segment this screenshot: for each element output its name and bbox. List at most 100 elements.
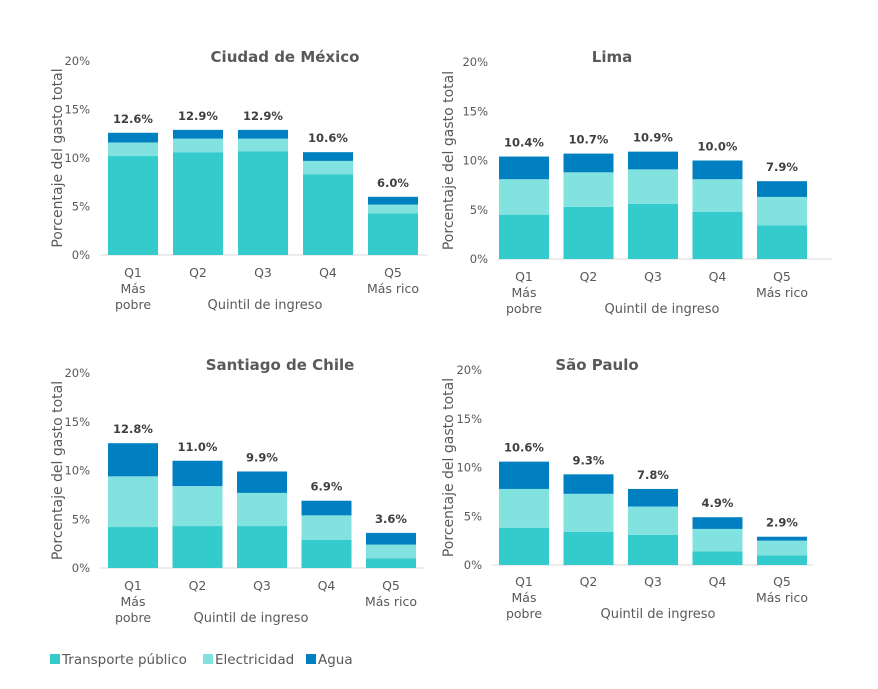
bar-total-label: 10.0%	[698, 140, 738, 154]
x-axis-label: Quintil de ingreso	[600, 607, 715, 622]
bar-segment-electricidad	[238, 138, 288, 152]
bar-segment-electricidad	[757, 196, 807, 226]
bar-segment-electricidad	[303, 160, 353, 175]
y-tick-label: 0%	[470, 252, 488, 266]
panel-3: São Paulo 0% 5% 10% 15% 20%Porcentaje del gas…	[441, 356, 813, 622]
x-tick-label: Q2	[189, 578, 207, 593]
bar-segment-electricidad	[628, 506, 678, 535]
x-tick-label: Q4	[709, 269, 727, 284]
y-tick-label: 5%	[72, 512, 90, 526]
bar-segment-agua	[368, 196, 418, 205]
y-tick-label: 15%	[456, 412, 482, 426]
x-tick-label: pobre	[506, 301, 542, 316]
legend-swatch-transporte	[50, 654, 60, 664]
x-tick-label: Más rico	[367, 281, 419, 296]
x-tick-label: Q4	[319, 265, 337, 280]
x-tick-label: Q3	[644, 269, 662, 284]
x-tick-label: Q5	[384, 265, 402, 280]
x-tick-label: Q1	[124, 578, 142, 593]
x-tick-label: Q5	[773, 269, 791, 284]
x-tick-label: Más	[512, 590, 537, 605]
bar-total-label: 3.6%	[375, 512, 407, 526]
panel-title: Ciudad de México	[211, 48, 360, 66]
bar-segment-electricidad	[108, 142, 158, 157]
x-tick-label: pobre	[115, 610, 151, 625]
bar-segment-electricidad	[692, 179, 743, 212]
y-tick-label: 20%	[462, 55, 488, 69]
bar-segment-transporte-público	[172, 526, 223, 568]
bar-segment-electricidad	[499, 179, 549, 215]
y-tick-label: 10%	[456, 461, 482, 475]
x-tick-label: Q2	[189, 265, 207, 280]
panel-title: Lima	[592, 48, 632, 66]
bar-segment-transporte-público	[628, 534, 678, 565]
y-axis-label: Porcentaje del gasto total	[50, 68, 66, 247]
bar-total-label: 10.4%	[504, 136, 544, 150]
bar-segment-electricidad	[757, 540, 807, 556]
bar-total-label: 12.9%	[243, 109, 283, 123]
legend-swatch-agua	[306, 654, 316, 664]
bar-segment-agua	[238, 129, 288, 139]
bar-segment-agua	[757, 181, 807, 197]
y-tick-label: 20%	[456, 363, 482, 377]
bar-total-label: 10.7%	[569, 133, 609, 147]
bar-segment-transporte-público	[303, 174, 353, 255]
bar-segment-transporte-público	[368, 213, 418, 255]
bar-segment-electricidad	[368, 204, 418, 214]
bar-total-label: 10.9%	[633, 131, 673, 145]
bar-segment-transporte-público	[628, 203, 678, 259]
bar-segment-transporte-público	[499, 214, 549, 259]
x-axis-label: Quintil de ingreso	[207, 298, 322, 313]
bar-total-label: 6.0%	[377, 176, 409, 190]
x-tick-label: Q4	[318, 578, 336, 593]
panel-title: Santiago de Chile	[206, 356, 355, 374]
bar-total-label: 6.9%	[311, 480, 343, 494]
bar-segment-agua	[628, 151, 678, 170]
bar-segment-transporte-público	[757, 555, 807, 565]
bar-segment-agua	[173, 129, 223, 139]
x-tick-label: Más rico	[365, 594, 417, 609]
x-tick-label: Q5	[382, 578, 400, 593]
bar-segment-transporte-público	[173, 152, 223, 255]
x-axis-label: Quintil de ingreso	[193, 611, 308, 626]
panel-title: São Paulo	[555, 356, 638, 374]
bar-segment-electricidad	[173, 138, 223, 153]
y-tick-label: 20%	[64, 366, 90, 380]
bar-segment-agua	[172, 460, 223, 487]
y-tick-label: 15%	[64, 103, 90, 117]
bar-total-label: 12.6%	[113, 112, 153, 126]
y-tick-label: 20%	[64, 54, 90, 68]
x-tick-label: Más rico	[756, 590, 808, 605]
bar-segment-transporte-público	[301, 539, 352, 568]
bar-total-label: 2.9%	[766, 516, 798, 530]
x-tick-label: pobre	[115, 297, 151, 312]
x-tick-label: Más	[512, 285, 537, 300]
bar-segment-agua	[301, 500, 352, 516]
bar-segment-agua	[499, 461, 549, 489]
bar-total-label: 9.9%	[246, 450, 278, 464]
y-tick-label: 0%	[72, 248, 90, 262]
bar-segment-electricidad	[499, 488, 549, 528]
x-tick-label: Q1	[124, 265, 142, 280]
x-tick-label: Q3	[644, 574, 662, 589]
bar-segment-electricidad	[108, 476, 158, 528]
bar-total-label: 11.0%	[178, 440, 218, 454]
bar-segment-transporte-público	[563, 531, 614, 565]
bar-segment-electricidad	[563, 172, 614, 207]
y-tick-label: 0%	[72, 561, 90, 575]
bar-segment-agua	[563, 474, 614, 494]
bar-segment-agua	[692, 517, 743, 529]
legend-label-agua: Agua	[318, 652, 353, 668]
legend-label-electricidad: Electricidad	[215, 652, 294, 668]
x-tick-label: Q2	[580, 269, 598, 284]
bar-total-label: 4.9%	[702, 496, 734, 510]
bar-total-label: 10.6%	[308, 131, 348, 145]
y-axis-label: Porcentaje del gasto total	[441, 71, 457, 250]
y-axis-label: Porcentaje del gasto total	[441, 378, 457, 557]
bar-total-label: 9.3%	[573, 453, 605, 467]
y-tick-label: 10%	[64, 464, 90, 478]
bar-segment-agua	[499, 156, 549, 180]
x-tick-label: Q2	[580, 574, 598, 589]
bar-segment-agua	[237, 471, 287, 493]
